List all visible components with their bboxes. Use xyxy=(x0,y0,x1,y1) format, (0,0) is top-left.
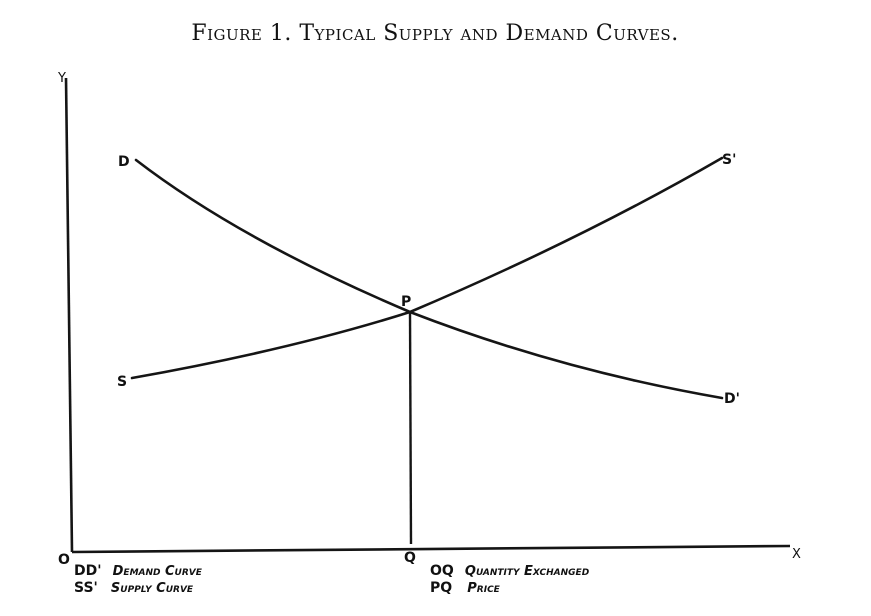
label-d-prime: D' xyxy=(724,391,740,407)
y-axis-label: Y xyxy=(57,71,66,86)
label-s-prime: S' xyxy=(722,152,736,168)
legend-key: OQ xyxy=(430,563,454,579)
x-axis-label: X xyxy=(792,547,801,562)
legend-desc: Price xyxy=(467,581,500,596)
y-axis xyxy=(64,77,74,553)
label-p: P xyxy=(401,294,411,310)
supply-curve xyxy=(130,156,724,380)
legend-item-price: PQ Price xyxy=(430,577,501,596)
figure-title: Figure 1. Typical Supply and Demand Curv… xyxy=(191,21,678,46)
label-q: Q xyxy=(404,550,416,566)
label-s: S xyxy=(117,374,127,390)
legend-item-supply: SS' Supply Curve xyxy=(74,577,194,596)
origin-label: O xyxy=(58,552,70,568)
legend-desc: Demand Curve xyxy=(113,564,203,579)
legend-key: DD' xyxy=(74,563,102,579)
demand-curve xyxy=(134,158,724,400)
legend-key: PQ xyxy=(430,580,452,596)
legend-item-demand: DD' Demand Curve xyxy=(74,560,203,579)
legend-item-quantity: OQ Quantity Exchanged xyxy=(430,560,590,579)
price-line-pq xyxy=(408,311,413,545)
legend-desc: Supply Curve xyxy=(111,581,194,596)
label-d: D xyxy=(118,154,130,170)
legend-key: SS' xyxy=(74,580,98,596)
legend-desc: Quantity Exchanged xyxy=(465,564,590,579)
x-axis xyxy=(71,544,791,554)
